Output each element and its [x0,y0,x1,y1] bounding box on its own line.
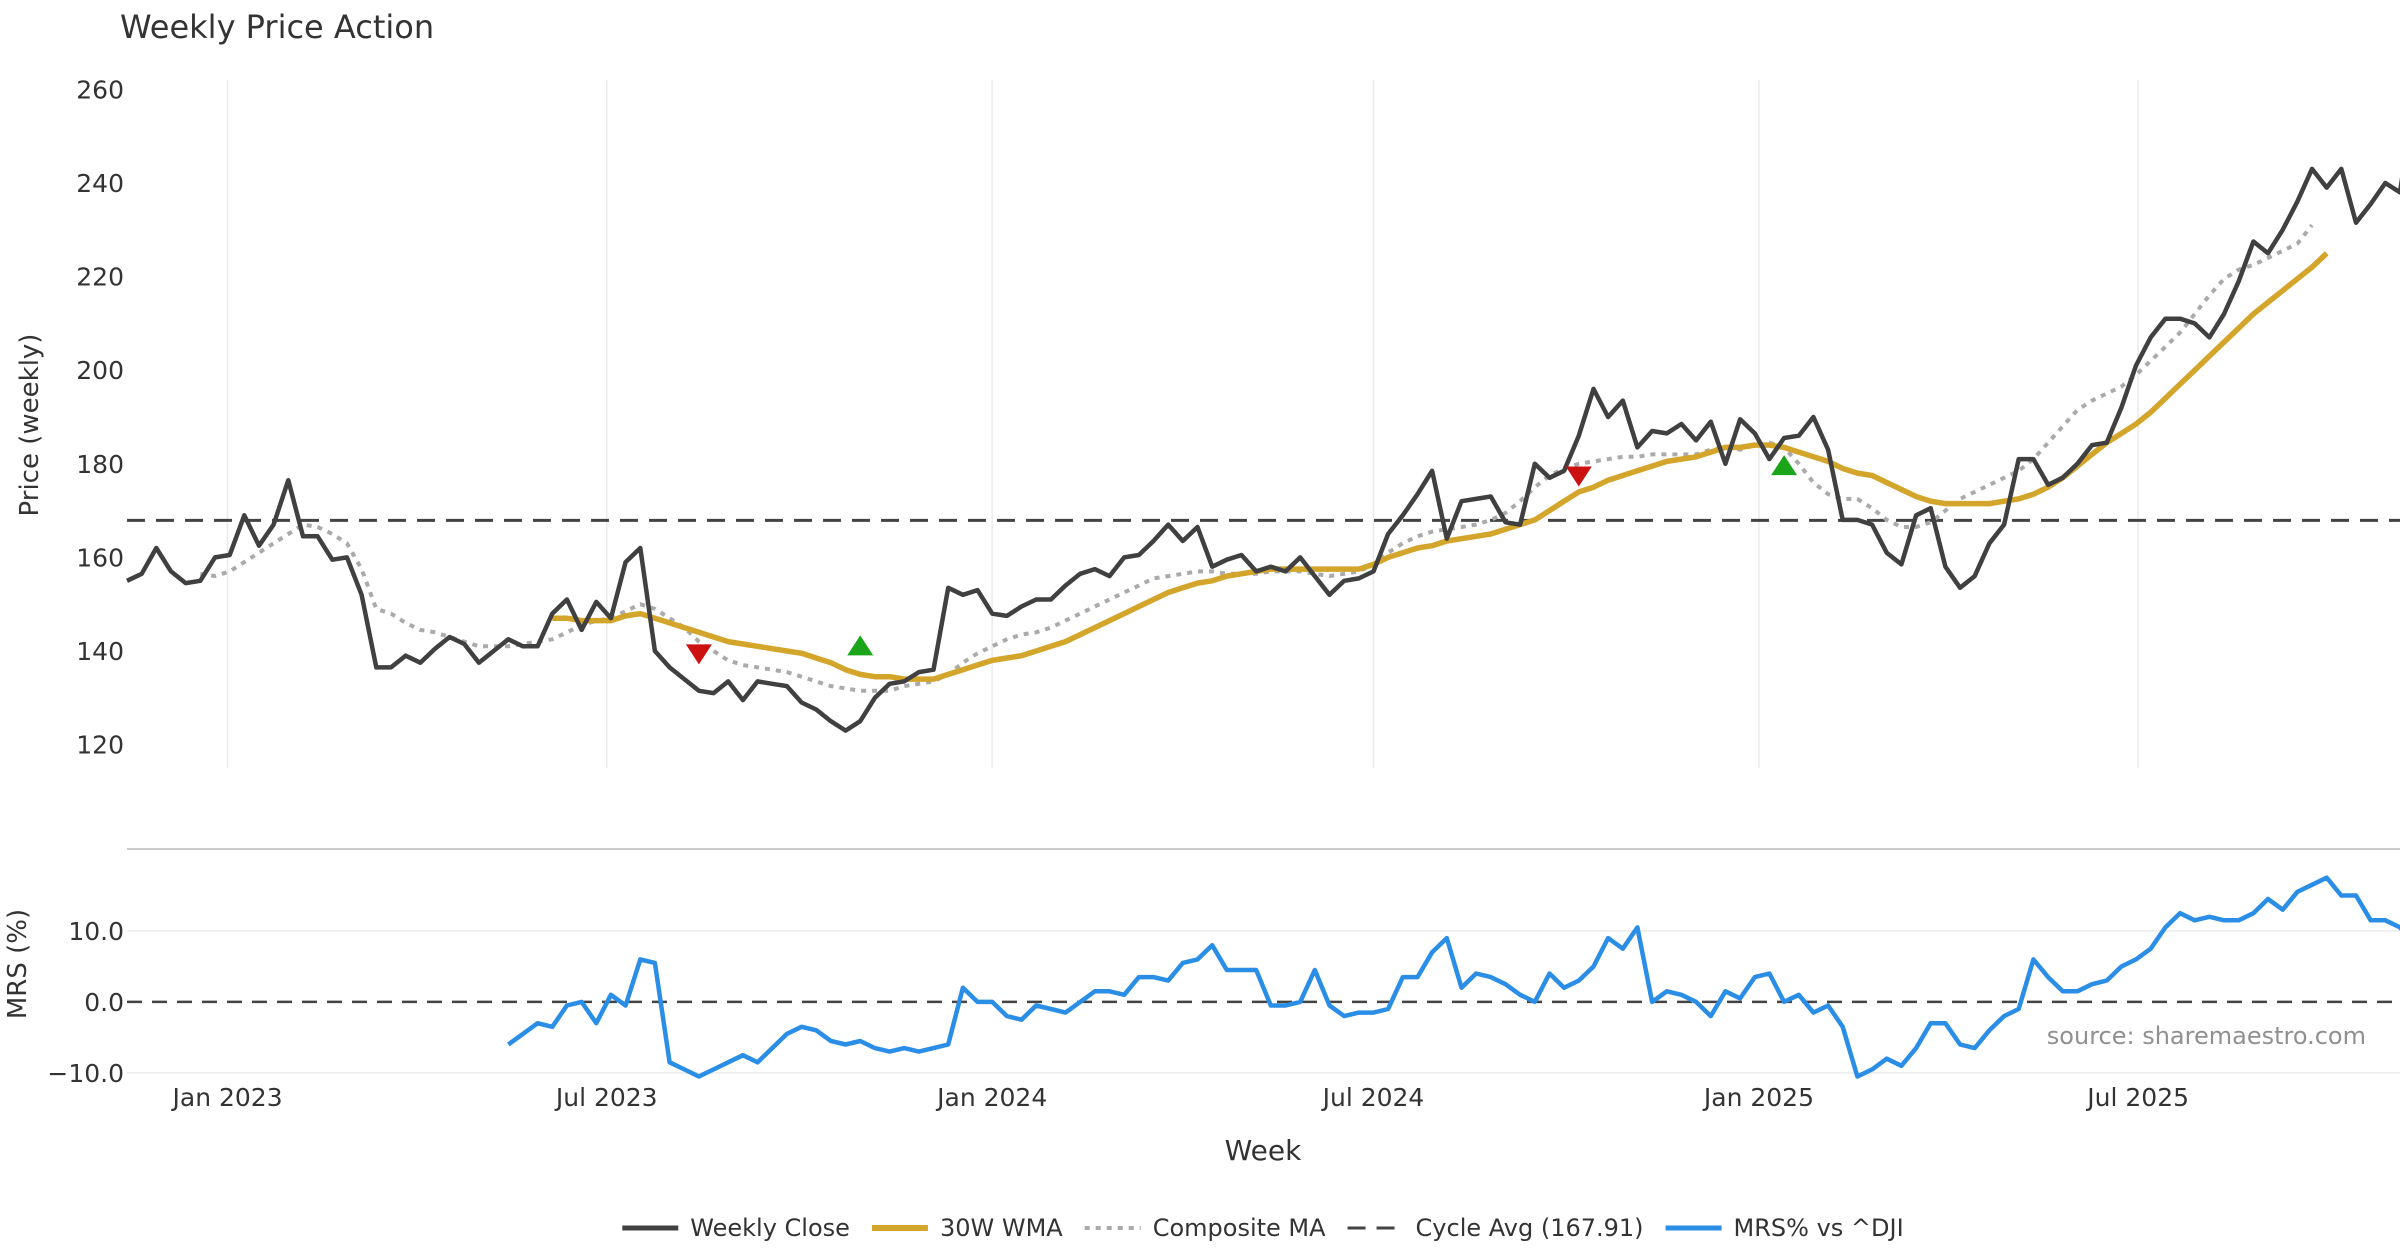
x-axis-ticks: Jan 2023 Jul 2023 Jan 2024 Jul 2024 Jan 2025… [171,1083,2189,1112]
legend-label-wma: 30W WMA [940,1214,1063,1242]
price-gridlines [226,80,2139,768]
weekly-close-line [126,166,2400,733]
price-y-axis-label: Price (weekly) [15,334,45,517]
price-y-ticks: 120 140 160 180 200 220 240 260 [76,75,124,759]
price-y-tick-label: 240 [76,169,124,198]
sell-signal-marker [685,644,712,665]
composite-ma-line [199,223,2314,693]
x-tick-label: Jan 2025 [1702,1083,1814,1112]
sell-signal-marker [1565,466,1592,487]
buy-signal-marker [847,635,874,656]
wma-30w-line [552,251,2329,682]
price-y-tick-label: 160 [76,543,124,572]
chart-title: Weekly Price Action [120,8,434,46]
mrs-y-tick-label: 10.0 [68,917,124,946]
mrs-y-axis-label: MRS (%) [3,909,33,1019]
x-tick-label: Jul 2025 [2085,1083,2189,1112]
legend-label-close: Weekly Close [690,1214,850,1242]
mrs-y-tick-label: −10.0 [47,1059,124,1088]
signal-markers [685,455,1798,665]
x-tick-label: Jan 2024 [935,1083,1047,1112]
source-label: source: sharemaestro.com [2047,1022,2366,1050]
x-tick-label: Jan 2023 [171,1083,283,1112]
mrs-y-ticks: 10.0 0.0 −10.0 [47,917,124,1088]
price-y-tick-label: 220 [76,263,124,292]
price-y-tick-label: 120 [76,731,124,760]
x-tick-label: Jul 2023 [554,1083,658,1112]
x-tick-label: Jul 2024 [1321,1083,1425,1112]
price-y-tick-label: 140 [76,637,124,666]
mrs-y-tick-label: 0.0 [84,988,124,1017]
mrs-gridlines [127,930,2400,1074]
legend-label-mrs: MRS% vs ^DJI [1734,1214,1904,1242]
legend: Weekly Close 30W WMA Composite MA Cycle Avg… [622,1214,1904,1242]
mrs-panel: 10.0 0.0 −10.0 MRS (%) source: sharemaestr… [3,875,2400,1088]
price-y-tick-label: 200 [76,356,124,385]
price-panel: 120 140 160 180 200 220 240 260 Price (weekly) [15,75,2400,768]
legend-label-composite: Composite MA [1153,1214,1326,1242]
price-y-tick-label: 180 [76,450,124,479]
x-axis-label: Week [1225,1134,1302,1167]
legend-label-cycle: Cycle Avg (167.91) [1416,1214,1644,1242]
mrs-line [506,875,2400,1079]
buy-signal-marker [1771,455,1798,476]
price-y-tick-label: 260 [76,75,124,104]
